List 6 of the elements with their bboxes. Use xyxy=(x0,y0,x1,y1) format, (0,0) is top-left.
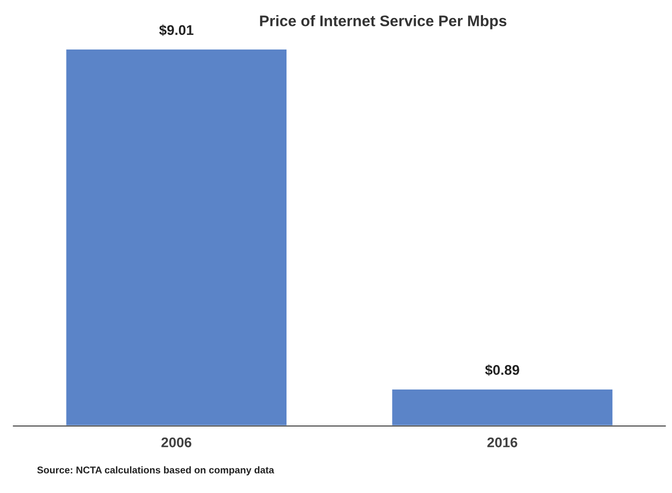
x-tick-label: 2006 xyxy=(161,437,192,448)
data-label: $9.01 xyxy=(159,24,194,36)
x-tick-label: 2016 xyxy=(487,437,518,448)
data-label: $0.89 xyxy=(485,364,520,376)
chart-title: Price of Internet Service Per Mbps xyxy=(260,15,506,30)
source-note: Source: NCTA calculations based on company data xyxy=(37,466,274,476)
